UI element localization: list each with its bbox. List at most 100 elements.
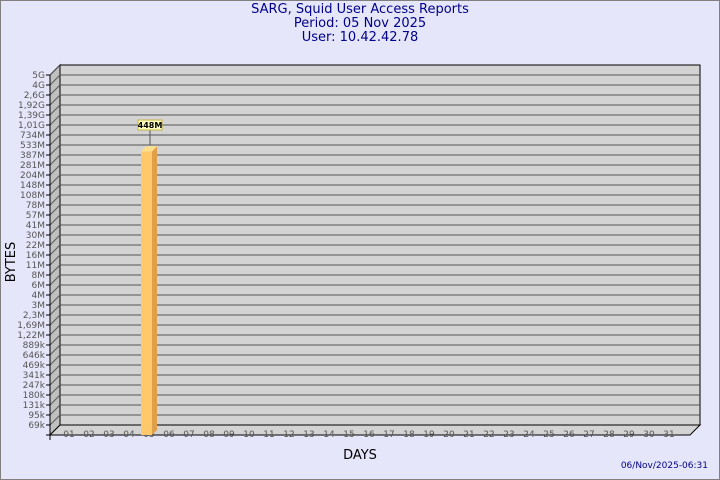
y-tick-label: 204M: [20, 171, 45, 181]
y-tick-label: 131k: [23, 401, 46, 411]
y-tick-label: 2,3M: [23, 311, 45, 321]
gridline-side: [49, 414, 61, 426]
y-tick-label: 2,6G: [24, 91, 45, 101]
gridline-side: [49, 64, 61, 76]
gridline-side: [49, 314, 61, 326]
y-tick-label: 180k: [23, 391, 46, 401]
y-tick-label: 41M: [26, 221, 45, 231]
bar: [141, 151, 152, 435]
x-tick-label: 11: [263, 430, 274, 440]
y-tick-label: 341k: [23, 371, 46, 381]
y-tick-label: 4G: [32, 81, 45, 91]
x-tick-label: 20: [443, 430, 455, 440]
y-tick-label: 1,39G: [18, 111, 45, 121]
y-tick-label: 1,69M: [17, 321, 45, 331]
gridline-side: [49, 244, 61, 256]
x-tick-label: 12: [283, 430, 294, 440]
bar-top: [141, 146, 157, 152]
y-tick-label: 16M: [26, 251, 45, 261]
x-tick-label: 13: [303, 430, 314, 440]
x-tick-label: 26: [563, 430, 575, 440]
y-tick-label: 1,01G: [18, 121, 45, 131]
bar-side: [152, 146, 157, 435]
y-tick-label: 78M: [26, 201, 45, 211]
gridline-side: [49, 404, 61, 416]
x-tick-label: 08: [203, 430, 215, 440]
chart-user: User: 10.42.42.78: [301, 30, 419, 45]
x-tick-label: 17: [383, 430, 394, 440]
y-tick-label: 5G: [32, 71, 45, 81]
x-tick-label: 27: [583, 430, 594, 440]
gridline-side: [49, 284, 61, 296]
x-tick-label: 06: [163, 430, 175, 440]
y-tick-label: 1,92G: [18, 101, 45, 111]
gridline-side: [49, 214, 61, 226]
gridline-side: [49, 94, 61, 106]
y-tick-label: 6M: [32, 281, 46, 291]
x-tick-label: 03: [103, 430, 114, 440]
gridline-side: [49, 194, 61, 206]
gridline-side: [49, 264, 61, 276]
gridline-side: [49, 154, 61, 166]
gridline-side: [49, 134, 61, 146]
y-tick-label: 30M: [26, 231, 45, 241]
y-tick-label: 247k: [23, 381, 46, 391]
x-tick-label: 30: [643, 430, 655, 440]
gridline-side: [49, 144, 61, 156]
x-tick-label: 21: [463, 430, 474, 440]
x-tick-label: 29: [623, 430, 635, 440]
gridline-side: [49, 394, 61, 406]
generated-timestamp: 06/Nov/2025-06:31: [620, 461, 708, 471]
gridline-side: [49, 374, 61, 386]
y-tick-label: 108M: [20, 191, 45, 201]
y-tick-label: 533M: [20, 141, 45, 151]
x-tick-label: 04: [123, 430, 135, 440]
x-tick-label: 01: [63, 430, 74, 440]
y-tick-label: 734M: [20, 131, 45, 141]
x-tick-label: 18: [403, 430, 415, 440]
x-tick-label: 23: [503, 430, 514, 440]
gridline-side: [49, 174, 61, 186]
x-tick-label: 14: [323, 430, 335, 440]
x-tick-label: 10: [243, 430, 255, 440]
x-tick-label: 09: [223, 430, 235, 440]
x-tick-label: 15: [343, 430, 354, 440]
data-label: 448M: [138, 121, 163, 130]
y-tick-label: 148M: [20, 181, 45, 191]
gridline-side: [49, 84, 61, 96]
gridline-side: [49, 274, 61, 286]
x-tick-label: 25: [543, 430, 554, 440]
gridline-side: [49, 344, 61, 356]
y-tick-label: 8M: [32, 271, 46, 281]
gridline-side: [49, 204, 61, 216]
y-tick-label: 3M: [32, 301, 46, 311]
gridline-side: [49, 74, 61, 86]
gridline-side: [49, 234, 61, 246]
x-tick-label: 31: [663, 430, 674, 440]
gridline-side: [49, 184, 61, 196]
y-tick-label: 387M: [20, 151, 45, 161]
chart-title: SARG, Squid User Access Reports: [251, 2, 469, 17]
y-tick-label: 889k: [23, 341, 46, 351]
x-tick-label: 28: [603, 430, 615, 440]
gridline-side: [49, 324, 61, 336]
y-tick-label: 4M: [32, 291, 46, 301]
y-tick-label: 95k: [28, 411, 45, 421]
y-tick-label: 469k: [23, 361, 46, 371]
x-tick-label: 16: [363, 430, 375, 440]
gridline-side: [49, 334, 61, 346]
y-tick-label: 11M: [26, 261, 45, 271]
gridline-side: [49, 114, 61, 126]
gridline-side: [49, 224, 61, 236]
x-tick-label: 24: [523, 430, 535, 440]
x-tick-label: 07: [183, 430, 194, 440]
y-tick-label: 57M: [26, 211, 45, 221]
gridline-side: [49, 164, 61, 176]
x-tick-label: 02: [83, 430, 94, 440]
y-tick-label: 22M: [26, 241, 45, 251]
x-tick-label: 19: [423, 430, 435, 440]
gridline-side: [49, 124, 61, 136]
data-label-box: [137, 119, 163, 131]
x-tick-label: 22: [483, 430, 494, 440]
